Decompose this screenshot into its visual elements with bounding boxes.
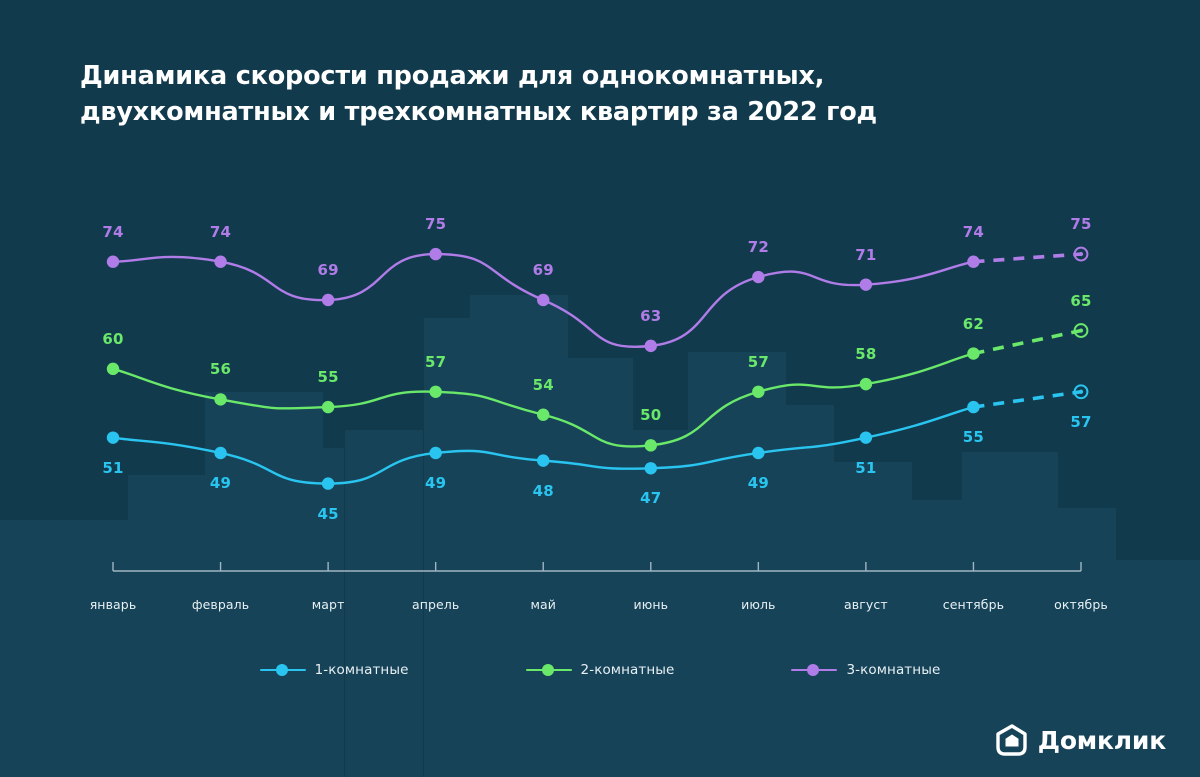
series-1 bbox=[106, 384, 1089, 490]
data-point-marker[interactable] bbox=[214, 393, 227, 406]
data-point-marker[interactable] bbox=[644, 339, 657, 353]
x-axis-label-5: май bbox=[530, 597, 556, 612]
data-point-marker[interactable] bbox=[752, 385, 765, 398]
legend-marker-icon bbox=[525, 663, 572, 677]
series-line-forecast-dashed bbox=[973, 328, 1082, 356]
legend-marker-icon bbox=[791, 663, 838, 677]
data-point-marker[interactable] bbox=[752, 270, 765, 284]
x-axis-label-6: июнь bbox=[633, 597, 669, 612]
legend-label: 3-комнатные bbox=[846, 662, 941, 678]
data-point-marker[interactable] bbox=[644, 439, 657, 452]
series-3 bbox=[106, 246, 1089, 353]
data-point-marker[interactable] bbox=[859, 377, 873, 391]
x-axis-label-8: август bbox=[844, 597, 888, 612]
forecast-point-marker-dot bbox=[1078, 328, 1084, 333]
data-point-marker[interactable] bbox=[214, 255, 227, 268]
x-axis-label-10: октябрь bbox=[1054, 597, 1108, 612]
x-axis-label-4: апрель bbox=[411, 597, 460, 612]
house-icon bbox=[996, 724, 1027, 756]
data-point-marker[interactable] bbox=[537, 408, 550, 421]
forecast-point-marker-dot bbox=[1078, 251, 1084, 257]
legend-item-1[interactable]: 1-комнатные bbox=[259, 662, 409, 678]
legend-item-3[interactable]: 3-комнатные bbox=[791, 662, 940, 678]
chart-legend: 1-комнатные 2-комнатные 3-комнатные bbox=[0, 662, 1200, 678]
data-point-marker[interactable] bbox=[967, 347, 980, 360]
brand-name: Домклик bbox=[1037, 725, 1166, 755]
series-line-forecast-dashed bbox=[973, 252, 1082, 264]
title-block: Динамика скорости продажи для однокомнат… bbox=[80, 58, 1080, 130]
brand-logo: Домклик bbox=[995, 723, 1166, 757]
data-point-marker[interactable] bbox=[967, 255, 980, 268]
legend-label: 1-комнатные bbox=[314, 662, 409, 678]
x-axis-label-1: январь bbox=[89, 597, 137, 612]
x-axis-label-7: июль bbox=[741, 597, 776, 612]
legend-label: 2-комнатные bbox=[580, 662, 675, 678]
data-point-marker[interactable] bbox=[106, 255, 120, 268]
legend-marker-icon bbox=[259, 663, 306, 677]
data-point-marker[interactable] bbox=[429, 385, 442, 398]
data-point-marker[interactable] bbox=[214, 446, 227, 460]
data-point-marker[interactable] bbox=[106, 362, 120, 376]
x-axis bbox=[112, 562, 1082, 572]
series-line-forecast-dashed bbox=[973, 389, 1082, 409]
data-point-marker[interactable] bbox=[859, 431, 873, 444]
data-point-marker[interactable] bbox=[321, 400, 335, 414]
data-point-marker[interactable] bbox=[537, 454, 550, 467]
data-point-marker[interactable] bbox=[321, 293, 335, 307]
forecast-point-marker-ring[interactable] bbox=[1073, 384, 1089, 400]
data-point-marker[interactable] bbox=[429, 446, 442, 460]
data-point-marker[interactable] bbox=[644, 462, 657, 475]
forecast-point-marker-ring[interactable] bbox=[1073, 323, 1089, 338]
forecast-point-marker-dot bbox=[1078, 389, 1084, 394]
data-point-marker[interactable] bbox=[859, 278, 873, 291]
data-point-marker[interactable] bbox=[106, 431, 120, 444]
data-point-marker[interactable] bbox=[321, 477, 335, 490]
forecast-point-marker-ring[interactable] bbox=[1073, 246, 1089, 262]
x-axis-label-3: март bbox=[311, 597, 345, 612]
series-2 bbox=[106, 323, 1089, 452]
data-point-marker[interactable] bbox=[537, 293, 550, 307]
x-axis-label-2: февраль bbox=[191, 597, 250, 612]
data-point-marker[interactable] bbox=[752, 446, 765, 460]
series-line-solid bbox=[111, 352, 975, 448]
page-title: Динамика скорости продажи для однокомнат… bbox=[80, 61, 877, 128]
x-axis-label-9: сентябрь bbox=[942, 597, 1005, 612]
legend-item-2[interactable]: 2-комнатные bbox=[525, 662, 675, 678]
data-point-marker[interactable] bbox=[429, 247, 442, 261]
data-point-marker[interactable] bbox=[967, 400, 980, 414]
